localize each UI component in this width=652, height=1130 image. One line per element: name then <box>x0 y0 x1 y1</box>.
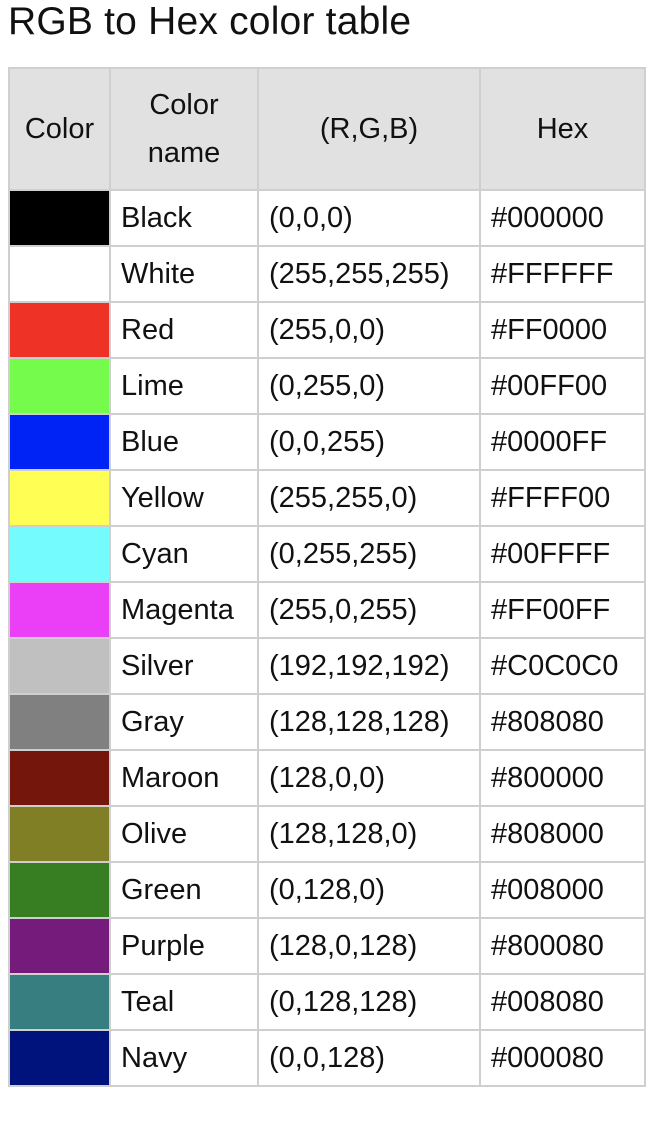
rgb-value-cell: (0,255,0) <box>257 357 481 415</box>
hex-value-cell: #000080 <box>479 1029 646 1087</box>
table-row: Teal (0,128,128) #008080 <box>8 973 646 1031</box>
rgb-value-cell: (128,0,128) <box>257 917 481 975</box>
hex-value-cell: #808080 <box>479 693 646 751</box>
color-name-cell: Olive <box>109 805 259 863</box>
color-name-cell: Green <box>109 861 259 919</box>
table-row: Magenta (255,0,255) #FF00FF <box>8 581 646 639</box>
hex-value-cell: #00FF00 <box>479 357 646 415</box>
color-name-cell: Navy <box>109 1029 259 1087</box>
color-swatch <box>8 805 111 863</box>
rgb-value-cell: (0,0,128) <box>257 1029 481 1087</box>
hex-value-cell: #C0C0C0 <box>479 637 646 695</box>
header-rgb: (R,G,B) <box>257 67 481 191</box>
hex-value-cell: #FF00FF <box>479 581 646 639</box>
table-row: Purple (128,0,128) #800080 <box>8 917 646 975</box>
rgb-value-cell: (128,0,0) <box>257 749 481 807</box>
color-name-cell: Teal <box>109 973 259 1031</box>
table-row: Gray (128,128,128) #808080 <box>8 693 646 751</box>
color-name-cell: Red <box>109 301 259 359</box>
color-name-cell: Blue <box>109 413 259 471</box>
rgb-value-cell: (128,128,0) <box>257 805 481 863</box>
hex-value-cell: #808000 <box>479 805 646 863</box>
color-name-cell: Lime <box>109 357 259 415</box>
color-table: Color Color name (R,G,B) Hex Black (0,0,0… <box>8 67 646 1087</box>
page-title: RGB to Hex color table <box>8 0 412 43</box>
hex-value-cell: #800080 <box>479 917 646 975</box>
color-swatch <box>8 973 111 1031</box>
rgb-value-cell: (0,128,0) <box>257 861 481 919</box>
rgb-value-cell: (255,0,0) <box>257 301 481 359</box>
color-swatch <box>8 189 111 247</box>
table-row: Navy (0,0,128) #000080 <box>8 1029 646 1087</box>
color-name-cell: Magenta <box>109 581 259 639</box>
color-name-cell: Yellow <box>109 469 259 527</box>
color-swatch <box>8 301 111 359</box>
color-swatch <box>8 693 111 751</box>
color-name-cell: Purple <box>109 917 259 975</box>
hex-value-cell: #0000FF <box>479 413 646 471</box>
color-name-cell: Gray <box>109 693 259 751</box>
rgb-value-cell: (128,128,128) <box>257 693 481 751</box>
header-hex: Hex <box>479 67 646 191</box>
table-row: Maroon (128,0,0) #800000 <box>8 749 646 807</box>
color-name-cell: White <box>109 245 259 303</box>
hex-value-cell: #008080 <box>479 973 646 1031</box>
table-row: Black (0,0,0) #000000 <box>8 189 646 247</box>
color-swatch <box>8 525 111 583</box>
rgb-value-cell: (0,255,255) <box>257 525 481 583</box>
hex-value-cell: #000000 <box>479 189 646 247</box>
color-name-cell: Cyan <box>109 525 259 583</box>
rgb-value-cell: (192,192,192) <box>257 637 481 695</box>
table-row: Red (255,0,0) #FF0000 <box>8 301 646 359</box>
table-row: Green (0,128,0) #008000 <box>8 861 646 919</box>
rgb-value-cell: (0,0,0) <box>257 189 481 247</box>
color-swatch <box>8 637 111 695</box>
rgb-value-cell: (0,0,255) <box>257 413 481 471</box>
rgb-value-cell: (255,0,255) <box>257 581 481 639</box>
hex-value-cell: #800000 <box>479 749 646 807</box>
color-name-cell: Silver <box>109 637 259 695</box>
color-swatch <box>8 1029 111 1087</box>
header-color: Color <box>8 67 111 191</box>
table-row: Blue (0,0,255) #0000FF <box>8 413 646 471</box>
color-swatch <box>8 749 111 807</box>
table-row: Yellow (255,255,0) #FFFF00 <box>8 469 646 527</box>
color-swatch <box>8 357 111 415</box>
hex-value-cell: #00FFFF <box>479 525 646 583</box>
color-swatch <box>8 917 111 975</box>
color-name-cell: Black <box>109 189 259 247</box>
table-row: Silver (192,192,192) #C0C0C0 <box>8 637 646 695</box>
hex-value-cell: #008000 <box>479 861 646 919</box>
hex-value-cell: #FF0000 <box>479 301 646 359</box>
color-swatch <box>8 413 111 471</box>
header-color-name: Color name <box>109 67 259 191</box>
table-header-row: Color Color name (R,G,B) Hex <box>8 67 646 191</box>
color-name-cell: Maroon <box>109 749 259 807</box>
rgb-value-cell: (255,255,0) <box>257 469 481 527</box>
table-row: Olive (128,128,0) #808000 <box>8 805 646 863</box>
rgb-value-cell: (255,255,255) <box>257 245 481 303</box>
hex-value-cell: #FFFF00 <box>479 469 646 527</box>
table-row: White (255,255,255) #FFFFFF <box>8 245 646 303</box>
table-row: Lime (0,255,0) #00FF00 <box>8 357 646 415</box>
color-swatch <box>8 245 111 303</box>
color-swatch <box>8 469 111 527</box>
table-row: Cyan (0,255,255) #00FFFF <box>8 525 646 583</box>
color-swatch <box>8 861 111 919</box>
color-swatch <box>8 581 111 639</box>
rgb-value-cell: (0,128,128) <box>257 973 481 1031</box>
hex-value-cell: #FFFFFF <box>479 245 646 303</box>
